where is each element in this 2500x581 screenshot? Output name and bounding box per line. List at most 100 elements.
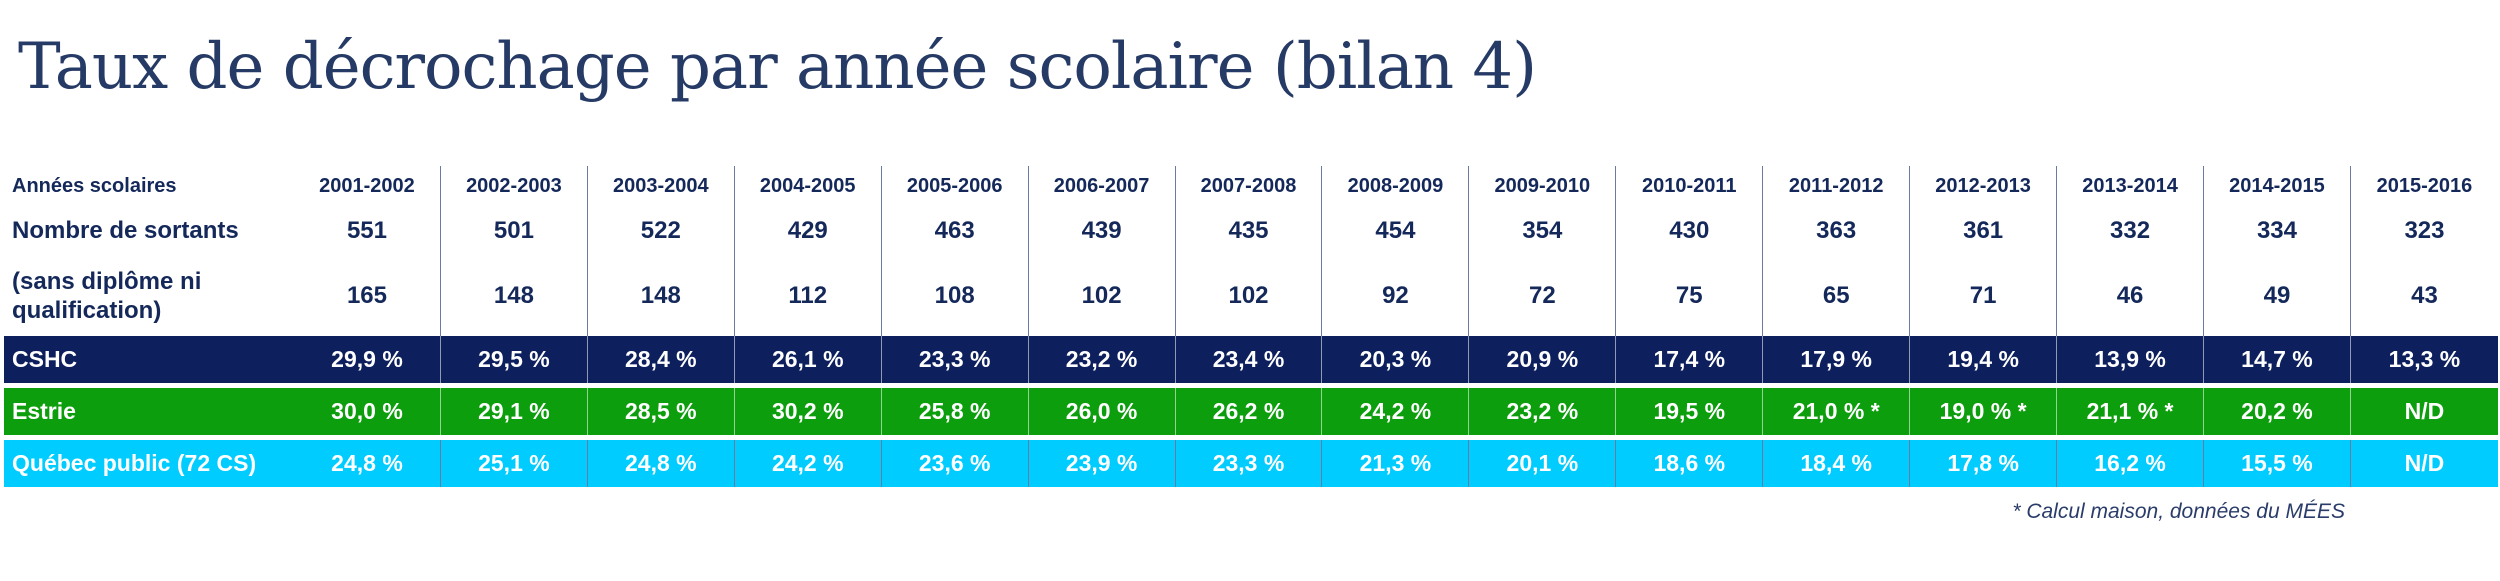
table-cell: 19,0 % * <box>1910 388 2058 435</box>
table-cell: 28,4 % <box>587 336 735 383</box>
table-cell: 17,8 % <box>1910 440 2058 487</box>
row-label: Estrie <box>4 388 295 435</box>
table-cell: 430 <box>1616 206 1764 256</box>
table-cell: 25,8 % <box>881 388 1029 435</box>
table-cell: 13,9 % <box>2057 336 2204 383</box>
table-cell: 28,5 % <box>587 388 735 435</box>
table-cell: 108 <box>882 256 1029 336</box>
table-cell: 18,6 % <box>1616 440 1764 487</box>
year-header: 2014-2015 <box>2204 166 2351 206</box>
table-cell: 20,1 % <box>1469 440 1617 487</box>
row-gap <box>4 435 2498 440</box>
table-cell: 112 <box>735 256 882 336</box>
table-cell: 26,2 % <box>1175 388 1323 435</box>
table-cell: 26,1 % <box>734 336 882 383</box>
row-label: Nombre de sortants <box>12 217 239 244</box>
table-cell: 92 <box>1322 256 1470 336</box>
table-cell: 29,5 % <box>440 336 588 383</box>
table-cell: 72 <box>1469 256 1617 336</box>
table-cell: 21,3 % <box>1322 440 1470 487</box>
year-header: 2001-2002 <box>294 166 441 206</box>
row-gap <box>4 383 2498 388</box>
table-cell: 23,4 % <box>1175 336 1323 383</box>
table-cell: 23,6 % <box>881 440 1029 487</box>
table-cell: 354 <box>1469 206 1617 256</box>
table-cell: 102 <box>1029 256 1176 336</box>
row-label: (sans diplôme ni qualification) <box>12 268 202 324</box>
table-cell: N/D <box>2350 440 2498 487</box>
table-cell: 501 <box>441 206 588 256</box>
table-cell: 26,0 % <box>1028 388 1176 435</box>
year-header: 2008-2009 <box>1322 166 1470 206</box>
year-header: 2009-2010 <box>1469 166 1617 206</box>
row-label: Québec public (72 CS) <box>4 440 295 487</box>
table-cell: 14,7 % <box>2204 336 2351 383</box>
table-cell: N/D <box>2350 388 2498 435</box>
page-title: Taux de décrochage par année scolaire (b… <box>18 30 1537 104</box>
dropout-rate-table: Années scolaires 2001-2002 2002-2003 2003-2… <box>4 166 2498 487</box>
table-cell: 165 <box>294 256 441 336</box>
table-cell: 24,8 % <box>587 440 735 487</box>
table-cell: 148 <box>441 256 588 336</box>
table-cell: 15,5 % <box>2204 440 2351 487</box>
table-cell: 363 <box>1763 206 1911 256</box>
table-cell: 102 <box>1176 256 1323 336</box>
year-header: 2004-2005 <box>735 166 882 206</box>
table-cell: 71 <box>1910 256 2058 336</box>
table-cell: 17,9 % <box>1763 336 1911 383</box>
footnote: * Calcul maison, données du MÉES <box>2012 500 2345 523</box>
table-cell: 23,3 % <box>881 336 1029 383</box>
year-header: 2012-2013 <box>1910 166 2058 206</box>
table-cell: 23,3 % <box>1175 440 1323 487</box>
cshc-row: CSHC 29,9 % 29,5 % 28,4 % 26,1 % 23,3 % 23,2 %… <box>4 336 2498 383</box>
sortants-row: Nombre de sortants 551 501 522 429 463 439 435 4… <box>4 206 2498 256</box>
table-cell: 46 <box>2057 256 2204 336</box>
table-cell: 19,5 % <box>1616 388 1764 435</box>
table-cell: 429 <box>735 206 882 256</box>
year-header: 2007-2008 <box>1176 166 1323 206</box>
table-cell: 20,3 % <box>1322 336 1470 383</box>
row-label: CSHC <box>4 336 295 383</box>
table-cell: 21,0 % * <box>1763 388 1911 435</box>
year-header: 2010-2011 <box>1616 166 1764 206</box>
table-cell: 65 <box>1763 256 1911 336</box>
table-cell: 439 <box>1029 206 1176 256</box>
year-header: 2011-2012 <box>1763 166 1911 206</box>
table-cell: 23,2 % <box>1028 336 1176 383</box>
table-cell: 522 <box>588 206 735 256</box>
table-cell: 24,2 % <box>1322 388 1470 435</box>
table-cell: 24,8 % <box>294 440 441 487</box>
table-cell: 19,4 % <box>1910 336 2058 383</box>
table-cell: 49 <box>2204 256 2351 336</box>
quebec-row: Québec public (72 CS) 24,8 % 25,1 % 24,8 % 2… <box>4 440 2498 487</box>
year-header: 2013-2014 <box>2057 166 2204 206</box>
table-cell: 18,4 % <box>1763 440 1911 487</box>
estrie-row: Estrie 30,0 % 29,1 % 28,5 % 30,2 % 25,8 % 26,0… <box>4 388 2498 435</box>
table-cell: 29,1 % <box>440 388 588 435</box>
table-cell: 332 <box>2057 206 2204 256</box>
table-cell: 21,1 % * <box>2057 388 2204 435</box>
year-header: 2006-2007 <box>1029 166 1176 206</box>
table-cell: 334 <box>2204 206 2351 256</box>
table-cell: 75 <box>1616 256 1764 336</box>
table-cell: 551 <box>294 206 441 256</box>
table-cell: 148 <box>588 256 735 336</box>
header-label: Années scolaires <box>12 174 177 197</box>
year-header: 2003-2004 <box>588 166 735 206</box>
table-cell: 435 <box>1176 206 1323 256</box>
sans-diplome-row: (sans diplôme ni qualification) 165 148 148… <box>4 256 2498 336</box>
table-cell: 25,1 % <box>440 440 588 487</box>
year-header: 2015-2016 <box>2376 174 2473 197</box>
table-cell: 16,2 % <box>2057 440 2204 487</box>
table-cell: 361 <box>1910 206 2058 256</box>
table-cell: 29,9 % <box>294 336 441 383</box>
year-header: 2005-2006 <box>882 166 1029 206</box>
table-cell: 23,9 % <box>1028 440 1176 487</box>
table-cell: 43 <box>2411 282 2438 309</box>
table-cell: 20,9 % <box>1469 336 1617 383</box>
table-cell: 17,4 % <box>1616 336 1764 383</box>
table-cell: 323 <box>2404 217 2445 244</box>
year-header: 2002-2003 <box>441 166 588 206</box>
table-cell: 454 <box>1322 206 1470 256</box>
header-row: Années scolaires 2001-2002 2002-2003 2003-2… <box>4 166 2498 206</box>
